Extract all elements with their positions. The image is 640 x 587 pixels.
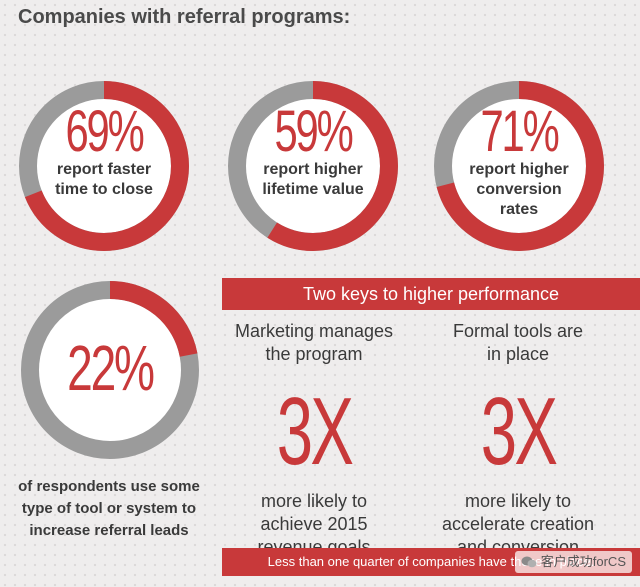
ring-value-4: 22% [67,332,155,404]
watermark-text: 客户成功forCS [540,554,626,569]
key-left-desc-1: more likely to [260,491,368,511]
key-left-head-1: Marketing manages [234,321,394,341]
ring-caption-2a: report higher [263,161,363,178]
ring-arc-4 [21,281,199,459]
ring-arc-1 [19,81,189,251]
ring-svg-2 [228,81,398,251]
ring-value-3: 71% [480,99,559,164]
ring-caption-3a: report higher [469,161,569,178]
key-right-head-1: Formal tools are [452,321,584,341]
ring-chart-3: 71% report higher conversion rates [431,78,607,254]
wechat-icon [521,556,537,568]
ring-value-2: 59% [274,99,353,164]
ring-arc-3 [434,81,604,251]
key-right-desc-1: more likely to [464,491,572,511]
ring-value-1: 69% [65,99,144,164]
ring-chart-1: 69% report faster time to close [16,78,192,254]
ring-chart-4: 22% [18,278,202,462]
key-column-marketing: Marketing manages the program 3X more li… [214,320,414,559]
page-title: Companies with referral programs: [18,6,351,28]
key-left-multiplier: 3X [276,378,354,485]
ring-caption-3c: rates [499,201,539,218]
key-right-multiplier: 3X [480,378,558,485]
ring-caption-3b: conversion [476,181,562,198]
ring-4-description: of respondents use some type of tool or … [18,478,200,539]
watermark: 客户成功forCS [514,551,632,573]
ring-caption-1a: report faster [56,161,152,178]
ring-svg-4 [21,281,199,459]
ring-svg-3 [434,81,604,251]
ring-svg-1 [19,81,189,251]
key-left-head-2: the program [265,344,363,364]
ring-caption-1b: time to close [55,181,153,198]
key-left-desc-2: achieve 2015 [260,514,368,534]
ring-chart-2: 59% report higher lifetime value [225,78,401,254]
ring-caption-2b: lifetime value [262,181,364,198]
key-right-desc-2: accelerate creation [441,514,595,534]
keys-heading: Two keys to higher performance [222,278,640,310]
ring-arc-2 [228,81,398,251]
key-column-tools: Formal tools are in place 3X more likely… [418,320,618,559]
key-right-head-2: in place [486,344,550,364]
